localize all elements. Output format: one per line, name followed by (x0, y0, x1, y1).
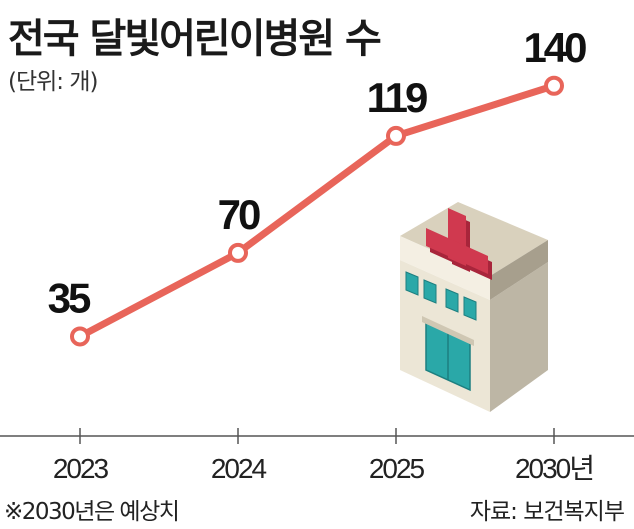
unit-label: (단위: 개) (8, 69, 98, 95)
data-label: 119 (367, 74, 427, 121)
hospital-building-icon (400, 202, 548, 412)
data-label: 70 (218, 191, 260, 238)
chart-title: 전국 달빛어린이병원 수 (8, 16, 382, 62)
data-point (228, 242, 248, 263)
x-tick-label: 2025 (369, 453, 425, 484)
data-point (70, 326, 90, 347)
series-line (76, 82, 558, 340)
data-point (544, 75, 564, 96)
footnote: ※2030년은 예상치 (4, 499, 180, 525)
red-cross-icon (426, 208, 492, 280)
x-tick-label: 2030년 (515, 453, 593, 484)
data-label: 35 (48, 274, 91, 321)
data-point (386, 125, 406, 146)
data-label: 140 (523, 24, 586, 71)
source-note: 자료: 보건복지부 (469, 499, 625, 525)
x-tick-label: 2023 (53, 453, 109, 484)
x-tick-label: 2024 (211, 453, 267, 484)
